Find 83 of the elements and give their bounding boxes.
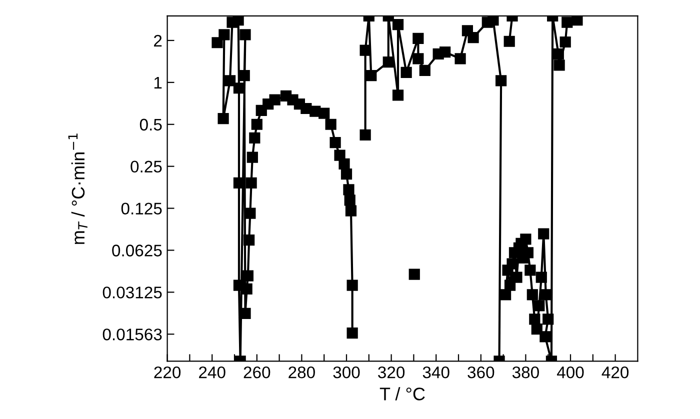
point [346,280,358,291]
point [218,29,230,40]
point [536,272,547,283]
point [233,82,245,94]
point [542,314,554,325]
point [242,270,254,282]
point [269,94,280,106]
point [540,289,552,300]
point [534,300,545,312]
point [240,29,251,40]
point [572,16,583,26]
y-axis-title: m$_{T}$ / °C·min$^{−1}$ [68,134,88,244]
x-tick-label: 420 [602,366,629,378]
point [244,208,256,219]
point [246,152,258,163]
point [412,53,424,64]
x-tick-label: 220 [154,366,181,378]
point [529,314,540,325]
point [382,56,394,68]
point [392,90,404,101]
point [344,194,356,206]
point [338,158,350,170]
point [400,66,412,78]
point [360,44,371,56]
point [360,129,371,140]
point [334,150,346,161]
y-tick-label: 0.5 [140,118,162,131]
point [419,64,430,76]
y-tick-label: 0.25 [130,160,162,173]
point [520,234,532,245]
point [496,75,507,86]
point [552,48,564,60]
point [504,36,515,47]
x-tick-label: 240 [199,366,226,378]
point [540,331,551,342]
point [511,272,522,283]
point [224,75,236,86]
y-tick-label: 1 [154,76,162,88]
point [524,264,536,276]
x-tick-label: 280 [288,366,315,378]
x-tick-label: 380 [512,366,539,378]
point [538,228,550,240]
point [345,205,357,216]
y-tick-label: 0.03125 [102,286,162,298]
point [554,60,565,71]
y-tick-label: 0.125 [121,202,162,214]
point [506,258,518,270]
point [468,32,479,44]
point [392,19,404,30]
point [238,70,250,82]
x-tick-label: 300 [333,366,360,378]
x-axis-title: T / °C [380,387,425,400]
point [343,184,354,196]
point [244,234,255,246]
point [232,16,244,26]
y-tick-label: 2 [154,34,162,47]
x-tick-label: 400 [556,366,584,378]
point [560,36,571,48]
point [249,132,260,144]
point [366,70,377,82]
point [531,324,542,335]
point [488,16,499,26]
point [440,46,451,58]
x-tick-label: 340 [422,366,450,378]
x-tick-label: 320 [378,366,405,378]
x-tick-label: 360 [468,366,494,378]
point [526,289,538,300]
point [246,177,257,189]
point [318,108,330,119]
y-tick-label: 0.01563 [102,328,162,340]
point [330,137,341,148]
point [408,268,420,280]
point [346,328,358,339]
point [325,118,336,130]
point [562,16,573,28]
point [340,168,352,180]
point [218,113,229,124]
point [412,32,424,44]
y-tick-label: 0.0625 [112,244,162,256]
point [454,53,466,64]
x-tick-label: 260 [244,366,270,378]
point [241,283,252,294]
point [251,118,262,130]
